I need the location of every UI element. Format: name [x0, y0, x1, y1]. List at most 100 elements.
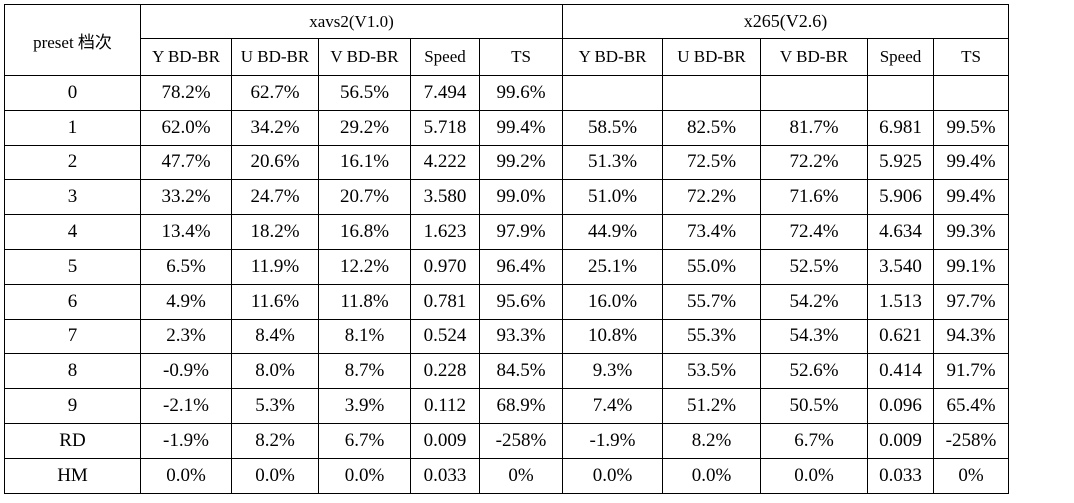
x265-value-cell: 0.414	[867, 353, 934, 390]
x265-value-cell	[867, 75, 934, 111]
x265-column-header: V BD-BR	[760, 38, 868, 76]
xavs2-value-cell: 8.0%	[231, 353, 319, 390]
x265-value-cell: 55.3%	[662, 318, 761, 355]
x265-value-cell: 54.2%	[760, 283, 868, 320]
x265-value-cell: 58.5%	[562, 109, 663, 146]
x265-value-cell: 3.540	[867, 248, 934, 285]
xavs2-value-cell: 4.222	[410, 144, 480, 181]
x265-value-cell: 72.4%	[760, 214, 868, 250]
xavs2-value-cell: 16.8%	[318, 214, 411, 250]
xavs2-value-cell: 78.2%	[140, 75, 232, 111]
x265-value-cell: 10.8%	[562, 318, 663, 355]
x265-value-cell: 65.4%	[933, 388, 1009, 424]
x265-value-cell: 8.2%	[662, 422, 761, 459]
xavs2-value-cell: 97.9%	[479, 214, 563, 250]
xavs2-column-header: Y BD-BR	[140, 38, 232, 76]
preset-header: preset 档次	[4, 4, 141, 76]
x265-column-header: Y BD-BR	[562, 38, 663, 76]
xavs2-value-cell: -2.1%	[140, 388, 232, 424]
xavs2-value-cell: -258%	[479, 422, 563, 459]
x265-value-cell: 81.7%	[760, 109, 868, 146]
table-row: 3 33.2% 24.7% 20.7% 3.580 99.0% 51.0% 72.2% 71.6…	[4, 179, 1009, 216]
x265-value-cell: 51.2%	[662, 388, 761, 424]
x265-value-cell: 51.3%	[562, 144, 663, 181]
xavs2-value-cell: 5.718	[410, 109, 480, 146]
x265-value-cell: 71.6%	[760, 179, 868, 216]
x265-value-cell: 82.5%	[662, 109, 761, 146]
xavs2-value-cell: 0.0%	[140, 457, 232, 494]
xavs2-value-cell: 16.1%	[318, 144, 411, 181]
preset-cell: HM	[4, 457, 141, 494]
x265-value-cell: -1.9%	[562, 422, 663, 459]
preset-cell: 3	[4, 179, 141, 216]
table-row: 7 2.3% 8.4% 8.1% 0.524 93.3% 10.8% 55.3% 54.3% 0.…	[4, 318, 1009, 355]
xavs2-value-cell: 11.9%	[231, 248, 319, 285]
xavs2-value-cell: 11.8%	[318, 283, 411, 320]
x265-value-cell: 50.5%	[760, 388, 868, 424]
x265-value-cell: 0.0%	[562, 457, 663, 494]
xavs2-value-cell: 3.580	[410, 179, 480, 216]
table-row: 0 78.2% 62.7% 56.5% 7.494 99.6%	[4, 75, 1009, 111]
xavs2-value-cell: 12.2%	[318, 248, 411, 285]
preset-comparison-table: preset 档次 xavs2(V1.0) x265(V2.6) Y BD-BR…	[4, 4, 1009, 494]
x265-value-cell	[760, 75, 868, 111]
x265-value-cell: 72.2%	[760, 144, 868, 181]
x265-value-cell: 99.1%	[933, 248, 1009, 285]
table-row: 2 47.7% 20.6% 16.1% 4.222 99.2% 51.3% 72.5% 72.2…	[4, 144, 1009, 181]
xavs2-value-cell: 0.009	[410, 422, 480, 459]
x265-value-cell: 52.6%	[760, 353, 868, 390]
x265-value-cell: 7.4%	[562, 388, 663, 424]
xavs2-value-cell: 62.0%	[140, 109, 232, 146]
xavs2-value-cell: 6.7%	[318, 422, 411, 459]
xavs2-value-cell: 8.1%	[318, 318, 411, 355]
x265-column-header: TS	[933, 38, 1009, 76]
x265-value-cell: 54.3%	[760, 318, 868, 355]
xavs2-value-cell: 7.494	[410, 75, 480, 111]
xavs2-value-cell: 56.5%	[318, 75, 411, 111]
x265-value-cell: 72.5%	[662, 144, 761, 181]
xavs2-value-cell: 11.6%	[231, 283, 319, 320]
x265-value-cell: 6.981	[867, 109, 934, 146]
x265-value-cell: 99.4%	[933, 144, 1009, 181]
xavs2-value-cell: 20.6%	[231, 144, 319, 181]
xavs2-value-cell: 0.228	[410, 353, 480, 390]
xavs2-value-cell: 6.5%	[140, 248, 232, 285]
table-wrapper: preset 档次 xavs2(V1.0) x265(V2.6) Y BD-BR…	[4, 4, 1009, 494]
table-row: 8 -0.9% 8.0% 8.7% 0.228 84.5% 9.3% 53.5% 52.6% 0.…	[4, 353, 1009, 390]
x265-value-cell	[662, 75, 761, 111]
xavs2-value-cell: 5.3%	[231, 388, 319, 424]
x265-value-cell: 51.0%	[562, 179, 663, 216]
xavs2-value-cell: 4.9%	[140, 283, 232, 320]
xavs2-value-cell: 18.2%	[231, 214, 319, 250]
xavs2-value-cell: 0.524	[410, 318, 480, 355]
xavs2-value-cell: 2.3%	[140, 318, 232, 355]
x265-value-cell: 9.3%	[562, 353, 663, 390]
x265-value-cell: 0.009	[867, 422, 934, 459]
table-row: HM 0.0% 0.0% 0.0% 0.033 0% 0.0% 0.0% 0.0% 0.033 0%	[4, 457, 1009, 494]
x265-value-cell: 0%	[933, 457, 1009, 494]
xavs2-column-header: V BD-BR	[318, 38, 411, 76]
xavs2-column-header: U BD-BR	[231, 38, 319, 76]
x265-value-cell: 1.513	[867, 283, 934, 320]
xavs2-value-cell: 62.7%	[231, 75, 319, 111]
x265-value-cell: 55.0%	[662, 248, 761, 285]
x265-value-cell: 99.4%	[933, 179, 1009, 216]
x265-value-cell: 99.5%	[933, 109, 1009, 146]
x265-value-cell: 44.9%	[562, 214, 663, 250]
table-row: 9 -2.1% 5.3% 3.9% 0.112 68.9% 7.4% 51.2% 50.5% 0.…	[4, 388, 1009, 424]
xavs2-value-cell: 0.0%	[318, 457, 411, 494]
xavs2-value-cell: 8.7%	[318, 353, 411, 390]
preset-cell: 5	[4, 248, 141, 285]
x265-value-cell: 6.7%	[760, 422, 868, 459]
x265-column-header: Speed	[867, 38, 934, 76]
x265-value-cell: 5.906	[867, 179, 934, 216]
table-row: RD -1.9% 8.2% 6.7% 0.009 -258% -1.9% 8.2% 6.7% 0.…	[4, 422, 1009, 459]
xavs2-value-cell: 3.9%	[318, 388, 411, 424]
x265-value-cell: 16.0%	[562, 283, 663, 320]
x265-value-cell	[562, 75, 663, 111]
preset-cell: 2	[4, 144, 141, 181]
preset-cell: RD	[4, 422, 141, 459]
xavs2-group-header: xavs2(V1.0)	[140, 4, 563, 39]
xavs2-value-cell: 99.2%	[479, 144, 563, 181]
preset-cell: 4	[4, 214, 141, 250]
